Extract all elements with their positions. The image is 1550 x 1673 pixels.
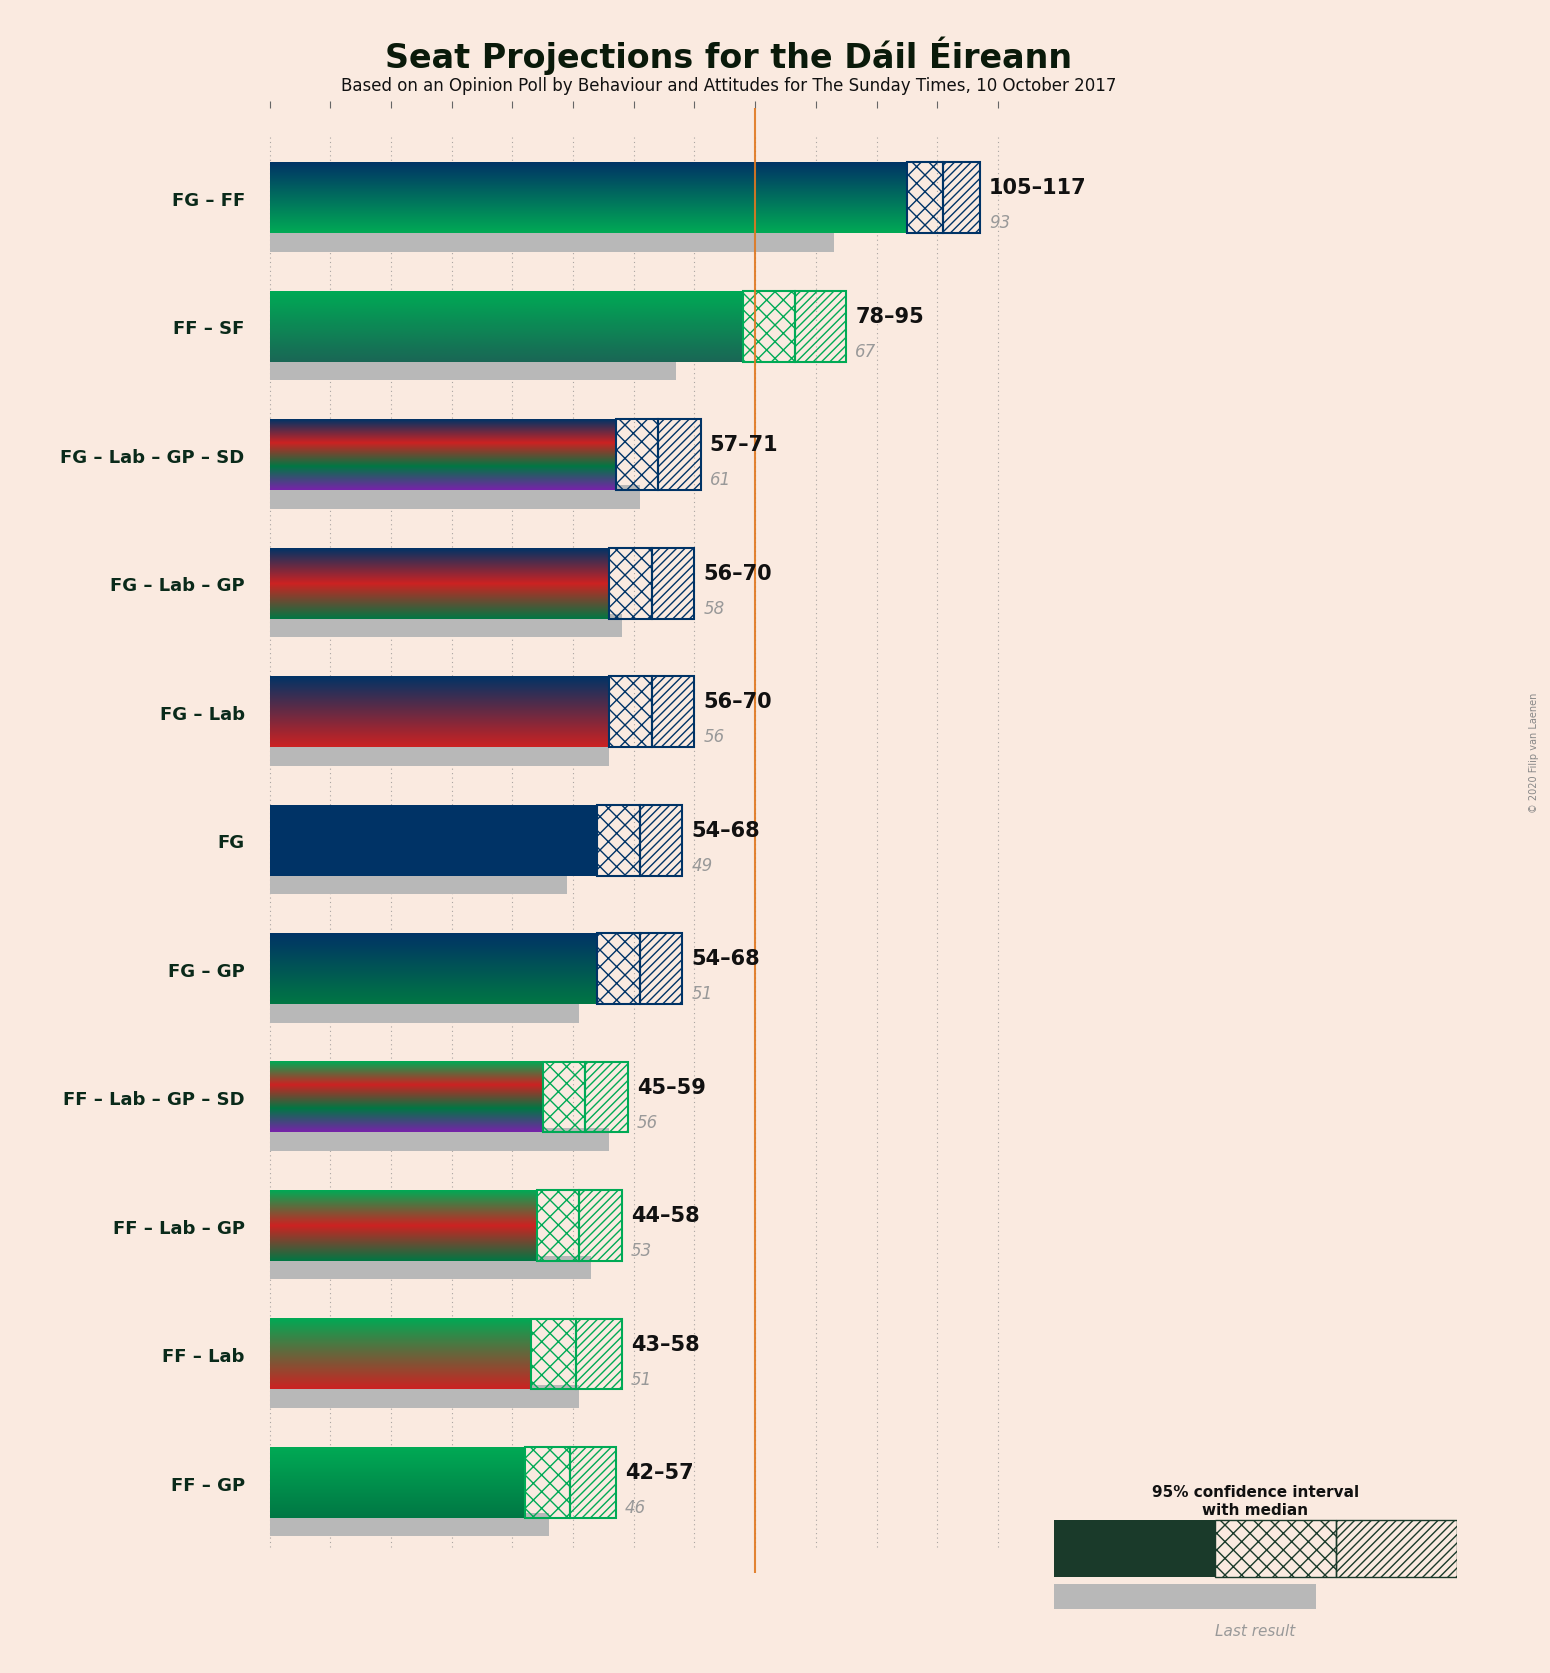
Bar	[270, 1000, 580, 1022]
Bar	[270, 1256, 591, 1280]
Text: 56–70: 56–70	[704, 693, 772, 713]
Bar	[640, 934, 682, 1004]
Bar	[615, 420, 659, 490]
Bar	[1054, 1584, 1316, 1609]
Bar	[270, 872, 567, 895]
Text: 46: 46	[625, 1497, 646, 1516]
Bar	[270, 1128, 609, 1151]
Bar	[577, 1318, 622, 1390]
Text: 43–58: 43–58	[631, 1333, 699, 1353]
Bar	[536, 1191, 580, 1261]
Text: 42–57: 42–57	[625, 1462, 693, 1482]
Bar	[653, 678, 694, 748]
Text: Based on an Opinion Poll by Behaviour and Attitudes for The Sunday Times, 10 Oct: Based on an Opinion Poll by Behaviour an…	[341, 77, 1116, 95]
Bar	[270, 743, 609, 766]
Bar	[944, 164, 980, 234]
Bar	[270, 614, 622, 637]
Text: 105–117: 105–117	[989, 179, 1087, 199]
Text: 54–68: 54–68	[691, 949, 760, 969]
Bar	[270, 487, 640, 509]
Text: 56: 56	[637, 1113, 659, 1131]
Bar	[570, 1447, 615, 1517]
Bar	[742, 291, 795, 363]
Text: 78–95: 78–95	[856, 306, 924, 326]
Bar	[1054, 1519, 1215, 1576]
Text: 45–59: 45–59	[637, 1077, 705, 1097]
Text: Seat Projections for the Dáil Éireann: Seat Projections for the Dáil Éireann	[384, 37, 1073, 75]
Bar	[609, 678, 653, 748]
Text: 93: 93	[989, 214, 1011, 233]
Text: 53: 53	[631, 1241, 653, 1260]
Text: 51: 51	[691, 984, 713, 1002]
Text: 56–70: 56–70	[704, 564, 772, 584]
Bar	[653, 549, 694, 619]
Bar	[1336, 1519, 1457, 1576]
Text: 44–58: 44–58	[631, 1206, 699, 1226]
Bar	[542, 1062, 586, 1133]
Bar	[270, 1514, 549, 1536]
Bar	[640, 805, 682, 877]
Text: 67: 67	[856, 343, 877, 360]
Text: 56: 56	[704, 728, 725, 746]
Text: 61: 61	[710, 470, 732, 489]
Bar	[270, 358, 676, 381]
Bar	[270, 1385, 580, 1409]
Text: 57–71: 57–71	[710, 435, 778, 455]
Text: 95% confidence interval
with median: 95% confidence interval with median	[1152, 1484, 1359, 1517]
Text: 51: 51	[631, 1370, 653, 1387]
Bar	[270, 805, 597, 877]
Bar	[524, 1447, 570, 1517]
Bar	[530, 1318, 577, 1390]
Text: 58: 58	[704, 599, 725, 617]
Bar	[1215, 1519, 1336, 1576]
Bar	[586, 1062, 628, 1133]
Text: Last result: Last result	[1215, 1623, 1296, 1638]
Bar	[795, 291, 846, 363]
Bar	[609, 549, 653, 619]
Text: 54–68: 54–68	[691, 820, 760, 840]
Bar	[907, 164, 944, 234]
Bar	[597, 805, 640, 877]
Bar	[580, 1191, 622, 1261]
Bar	[597, 934, 640, 1004]
Text: 49: 49	[691, 857, 713, 873]
Bar	[270, 229, 834, 253]
Text: © 2020 Filip van Laenen: © 2020 Filip van Laenen	[1530, 693, 1539, 813]
Bar	[659, 420, 701, 490]
